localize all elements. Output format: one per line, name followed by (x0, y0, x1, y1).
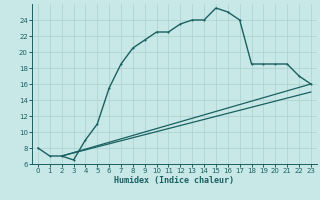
X-axis label: Humidex (Indice chaleur): Humidex (Indice chaleur) (115, 176, 234, 185)
